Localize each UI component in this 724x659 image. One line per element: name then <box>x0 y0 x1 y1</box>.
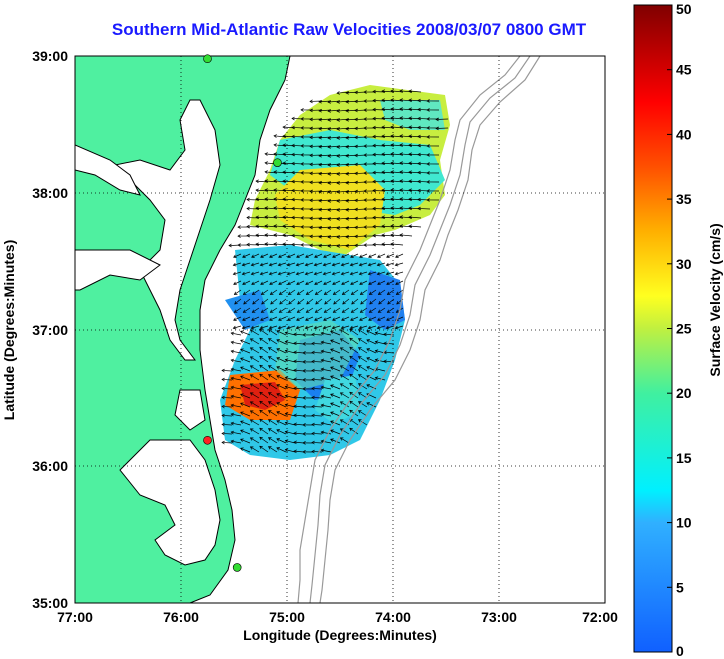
colorbar <box>633 4 673 653</box>
grid-lines <box>75 56 605 603</box>
colorbar-tick-label: 25 <box>676 321 692 337</box>
colorbar-tick-label: 10 <box>676 515 692 531</box>
colorbar-tick-label: 15 <box>676 450 692 466</box>
ytick-label: 35:00 <box>32 595 68 611</box>
xtick-label: 75:00 <box>269 609 305 625</box>
colorbar-label: Surface Velocity (cm/s) <box>707 223 723 376</box>
x-axis-label: Longitude (Degrees:Minutes) <box>243 627 437 643</box>
xtick-label: 76:00 <box>163 609 199 625</box>
xtick-label: 73:00 <box>481 609 517 625</box>
y-axis-label: Latitude (Degrees:Minutes) <box>1 240 17 420</box>
colorbar-tick-label: 5 <box>676 579 684 595</box>
station-delmarva <box>273 158 282 167</box>
plot-frame <box>74 55 606 604</box>
xtick-label: 77:00 <box>57 609 93 625</box>
xtick-label: 74:00 <box>375 609 411 625</box>
ytick-label: 38:00 <box>32 185 68 201</box>
station-carolina <box>232 563 242 572</box>
colorbar-tick-label: 0 <box>676 643 684 659</box>
bathymetry-contours <box>297 56 541 603</box>
colorbar-tick-label: 35 <box>676 191 692 207</box>
ytick-label: 36:00 <box>32 458 68 474</box>
colorbar-tick-label: 45 <box>676 62 692 78</box>
velocity-arrows <box>221 89 449 454</box>
stations <box>203 54 282 572</box>
ytick-label: 39:00 <box>32 48 68 64</box>
map-title: Southern Mid-Atlantic Raw Velocities 200… <box>111 20 587 39</box>
station-virginia <box>203 435 212 445</box>
land-mass <box>75 56 291 603</box>
colorbar-tick-label: 50 <box>676 1 692 17</box>
ytick-label: 37:00 <box>32 322 68 338</box>
station-north <box>203 54 212 64</box>
colorbar-tick-label: 30 <box>676 256 692 272</box>
colorbar-tick-label: 40 <box>676 126 692 142</box>
colorbar-tick-label: 20 <box>676 385 692 401</box>
xtick-label: 72:00 <box>582 609 618 625</box>
